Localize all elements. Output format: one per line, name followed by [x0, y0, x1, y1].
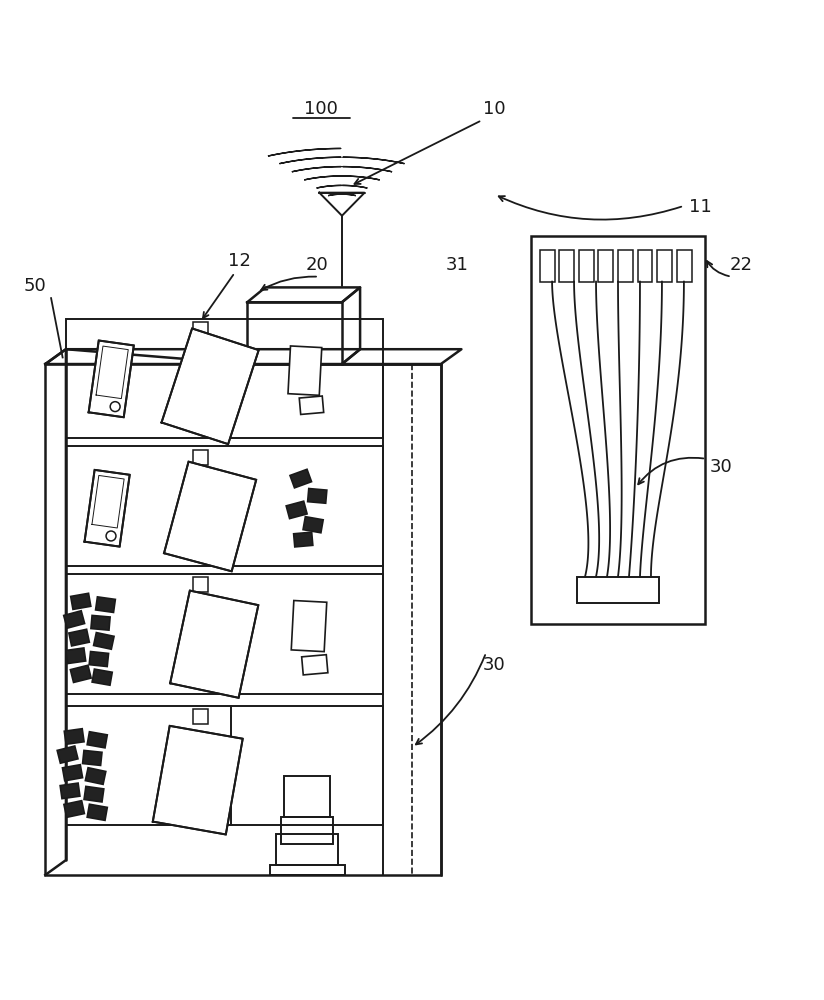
Bar: [559, 250, 574, 282]
Polygon shape: [71, 593, 91, 609]
Polygon shape: [94, 633, 114, 649]
Text: 31: 31: [446, 256, 469, 274]
Bar: [578, 250, 593, 282]
Polygon shape: [64, 801, 84, 817]
Bar: [66, 574, 383, 694]
Polygon shape: [170, 591, 259, 698]
Bar: [638, 250, 653, 282]
Polygon shape: [69, 629, 89, 646]
Text: 30: 30: [709, 458, 733, 476]
Bar: [281, 817, 333, 844]
Polygon shape: [84, 786, 104, 802]
Bar: [45, 364, 441, 875]
Bar: [193, 709, 208, 724]
Polygon shape: [63, 611, 85, 628]
Polygon shape: [96, 597, 115, 612]
Polygon shape: [162, 328, 259, 444]
Text: 30: 30: [483, 656, 506, 674]
Polygon shape: [89, 341, 133, 417]
Bar: [531, 236, 705, 624]
Bar: [66, 319, 383, 438]
Bar: [284, 776, 330, 817]
Bar: [193, 322, 208, 337]
Polygon shape: [302, 655, 328, 675]
Bar: [269, 865, 344, 875]
Polygon shape: [286, 501, 307, 519]
Bar: [577, 577, 659, 603]
Polygon shape: [307, 489, 327, 503]
Bar: [540, 250, 555, 282]
Text: 12: 12: [227, 252, 250, 270]
Bar: [193, 577, 208, 592]
Text: 50: 50: [23, 277, 46, 295]
Polygon shape: [87, 804, 107, 820]
Bar: [66, 446, 383, 566]
Polygon shape: [89, 652, 109, 667]
Polygon shape: [57, 746, 78, 763]
Bar: [618, 250, 633, 282]
Polygon shape: [66, 648, 86, 664]
Polygon shape: [60, 783, 80, 799]
Polygon shape: [85, 470, 129, 547]
Polygon shape: [82, 750, 102, 765]
Bar: [276, 834, 338, 865]
Text: 20: 20: [306, 256, 329, 274]
Bar: [658, 250, 672, 282]
Polygon shape: [64, 729, 84, 744]
Polygon shape: [164, 462, 256, 571]
Text: 11: 11: [689, 198, 712, 216]
Bar: [677, 250, 691, 282]
Polygon shape: [92, 669, 112, 685]
Text: 10: 10: [483, 100, 506, 118]
Text: 100: 100: [304, 100, 339, 118]
Polygon shape: [299, 396, 324, 414]
Bar: [193, 450, 208, 465]
Polygon shape: [63, 765, 82, 781]
Polygon shape: [293, 532, 313, 547]
Polygon shape: [288, 346, 321, 395]
Text: 22: 22: [730, 256, 753, 274]
Polygon shape: [291, 601, 327, 652]
Polygon shape: [152, 726, 243, 834]
Polygon shape: [290, 469, 311, 488]
Bar: [66, 706, 383, 825]
Polygon shape: [87, 732, 107, 748]
Polygon shape: [70, 665, 91, 682]
Bar: [598, 250, 613, 282]
Polygon shape: [91, 615, 110, 630]
Polygon shape: [303, 517, 323, 533]
Polygon shape: [86, 768, 105, 784]
Bar: [247, 302, 342, 364]
